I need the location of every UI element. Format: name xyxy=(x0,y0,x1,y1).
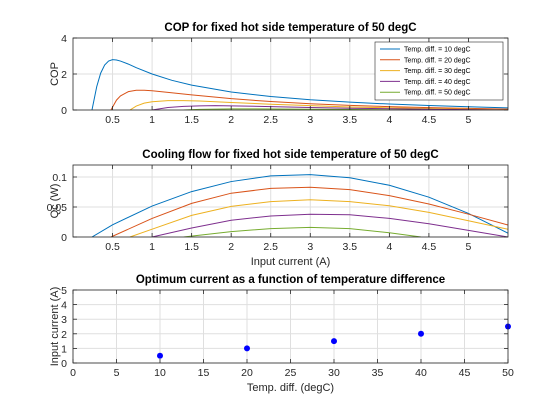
chart1-y-tick-label: 4 xyxy=(61,33,67,45)
chart3-x-tick-label: 0 xyxy=(70,367,76,379)
chart2-x-tick-label: 2.5 xyxy=(263,241,278,253)
chart3-x-tick-label: 10 xyxy=(154,367,166,379)
chart2-series-3-line xyxy=(129,199,508,237)
chart3-x-tick-label: 40 xyxy=(415,367,427,379)
chart3-data-point xyxy=(157,352,163,359)
chart2-x-tick-label: 1 xyxy=(149,241,155,253)
chart3-x-tick-label: 30 xyxy=(328,367,340,379)
chart3-y-tick-label: 4 xyxy=(61,300,67,312)
chart1-series-1-line xyxy=(91,59,508,110)
chart2-series-4-line xyxy=(151,213,508,237)
chart2-x-axis-label: Input current (A) xyxy=(251,256,330,268)
chart1-x-tick-label: 3.5 xyxy=(343,114,358,126)
chart1-legend-entry-2: Temp. diff. = 20 degC xyxy=(404,57,471,64)
chart1-x-tick-label: 1.5 xyxy=(184,114,199,126)
chart1-y-tick-label: 0 xyxy=(61,105,67,117)
chart1-y-tick-label: 2 xyxy=(61,69,67,81)
chart3-y-axis-label: Input current (A) xyxy=(49,287,61,366)
chart3-y-tick-label: 0 xyxy=(61,358,67,370)
chart1-y-axis-label: COP xyxy=(49,62,61,86)
chart3-x-tick-label: 25 xyxy=(285,367,297,379)
chart2-x-tick-label: 2 xyxy=(228,241,234,253)
chart1-legend-entry-3: Temp. diff. = 30 degC xyxy=(404,68,471,75)
chart1-series-3-line xyxy=(129,100,508,110)
chart2-y-tick-label: 0 xyxy=(61,232,67,244)
chart2-x-tick-label: 3 xyxy=(307,241,313,253)
chart3-data-point xyxy=(418,330,424,337)
chart3-y-tick-label: 3 xyxy=(61,314,67,326)
chart1-legend-entry-1: Temp. diff. = 10 degC xyxy=(404,47,471,54)
chart3-x-tick-label: 35 xyxy=(372,367,384,379)
chart3-x-axis-label: Temp. diff. (degC) xyxy=(247,382,334,394)
chart1-x-tick-label: 1 xyxy=(149,114,155,126)
chart3-x-tick-label: 50 xyxy=(502,367,514,379)
chart1-legend-entry-5: Temp. diff. = 50 degC xyxy=(404,90,471,97)
chart2-y-tick-label: 0.05 xyxy=(47,202,68,214)
chart3-x-tick-label: 20 xyxy=(241,367,253,379)
chart3-x-tick-label: 5 xyxy=(114,367,120,379)
chart1-legend-entry-4: Temp. diff. = 40 degC xyxy=(404,79,471,86)
chart1-series-2-line xyxy=(110,89,508,110)
chart2-x-tick-label: 4 xyxy=(386,241,392,253)
chart3-y-tick-label: 2 xyxy=(61,329,67,341)
chart2-y-tick-label: 0.1 xyxy=(52,172,67,184)
chart3-y-tick-label: 1 xyxy=(61,343,67,355)
chart2-x-tick-label: 0.5 xyxy=(105,241,120,253)
chart1-title: COP for fixed hot side temperature of 50… xyxy=(164,22,416,34)
chart1-x-tick-label: 4 xyxy=(386,114,392,126)
chart3-x-tick-label: 15 xyxy=(198,367,210,379)
chart1-x-tick-label: 4.5 xyxy=(422,114,437,126)
chart2-series-1-line xyxy=(91,174,508,237)
chart1-x-tick-label: 5 xyxy=(466,114,472,126)
chart3-title: Optimum current as a function of tempera… xyxy=(136,274,445,286)
chart3-y-tick-label: 5 xyxy=(61,285,67,297)
chart2-x-tick-label: 5 xyxy=(466,241,472,253)
chart2-x-tick-label: 4.5 xyxy=(422,241,437,253)
chart3-data-point xyxy=(244,345,250,352)
chart1-x-tick-label: 0.5 xyxy=(105,114,120,126)
chart1-x-tick-label: 2 xyxy=(228,114,234,126)
chart2-y-axis-label: Qc (W) xyxy=(49,184,61,219)
chart1-x-tick-label: 3 xyxy=(307,114,313,126)
chart2-x-tick-label: 3.5 xyxy=(343,241,358,253)
chart1-x-tick-label: 2.5 xyxy=(263,114,278,126)
chart2-axes-box xyxy=(72,164,509,238)
chart2-title: Cooling flow for fixed hot side temperat… xyxy=(142,149,438,161)
chart2-series-5-line xyxy=(183,226,422,237)
chart2-series-2-line xyxy=(110,186,508,237)
chart3-data-point xyxy=(331,338,337,345)
chart3-x-tick-label: 45 xyxy=(459,367,471,379)
chart2-x-tick-label: 1.5 xyxy=(184,241,199,253)
